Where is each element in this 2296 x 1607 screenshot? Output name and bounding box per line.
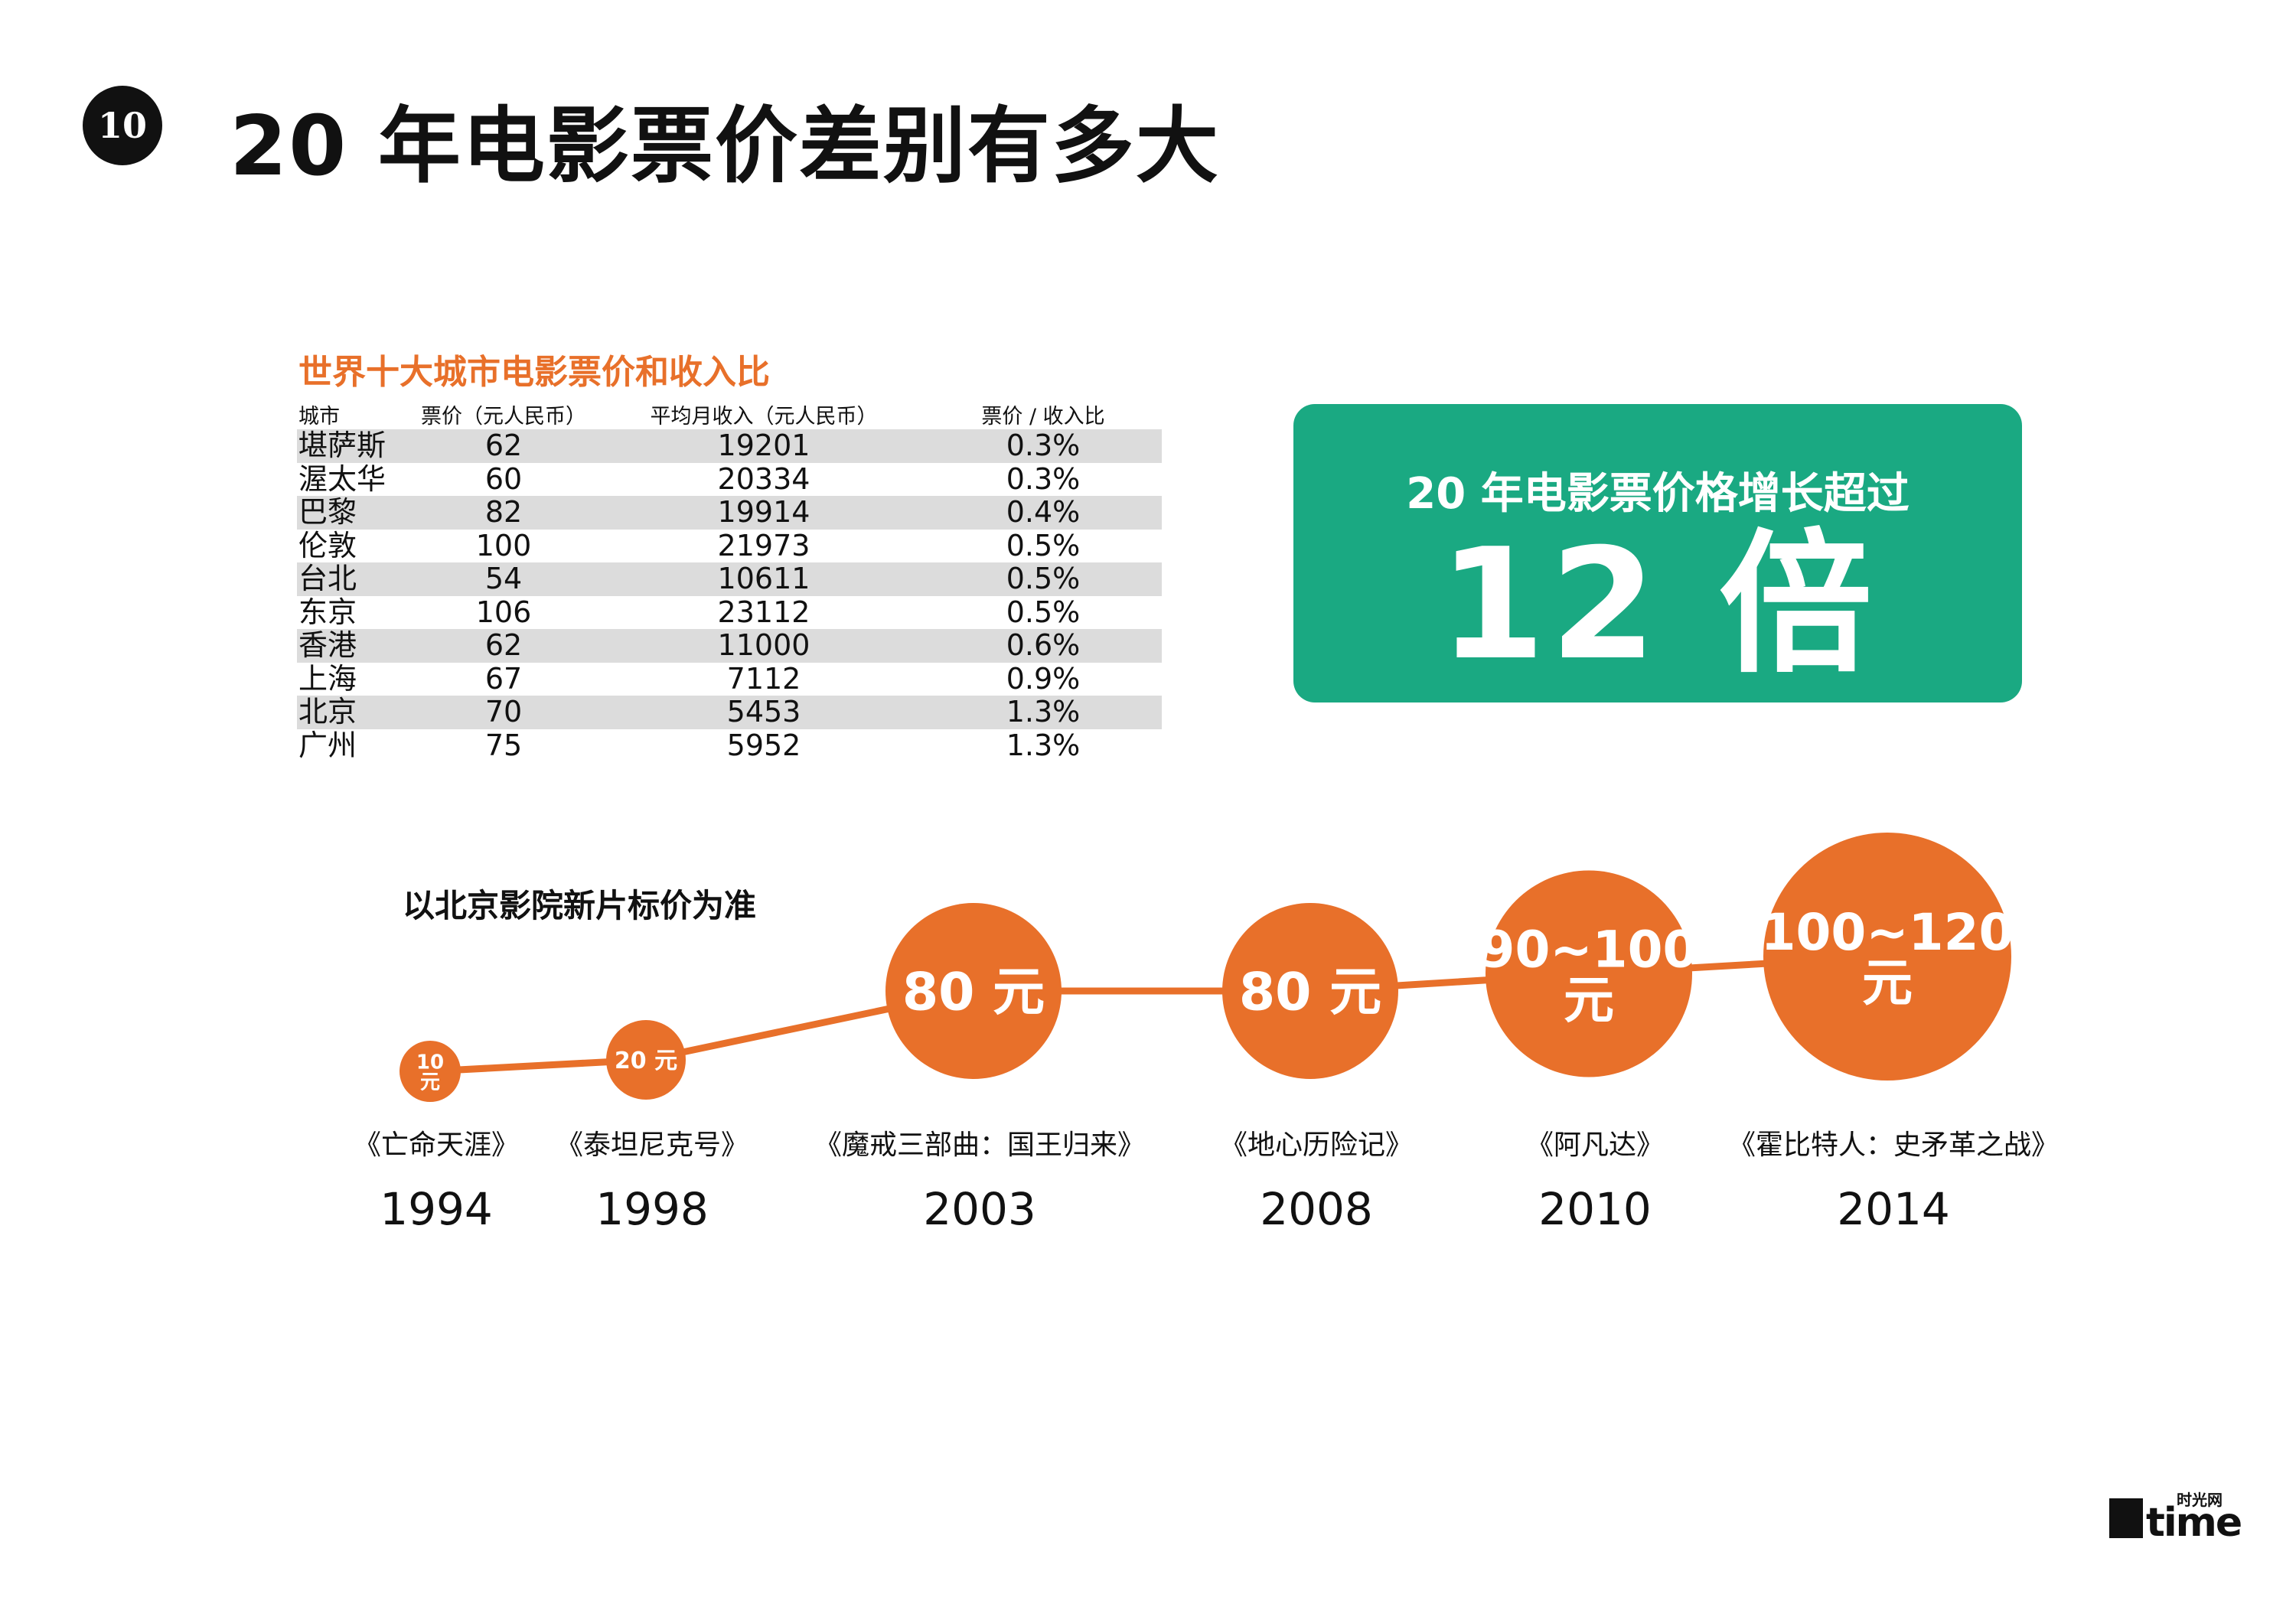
income-cell: 10611 (603, 562, 925, 596)
city-cell: 巴黎 (297, 495, 404, 530)
price-cell: 67 (484, 661, 523, 696)
ratio-cell: 0.3% (1006, 461, 1081, 496)
price-label: 10 (416, 1051, 444, 1074)
year-tick-label: 2014 (1837, 1183, 1950, 1235)
ratio-cell: 1.3% (925, 695, 1162, 729)
logo-small-text: 时光网 (2177, 1491, 2223, 1509)
ratio-cell: 0.5% (1006, 528, 1081, 562)
city-cell: 东京 (298, 595, 357, 629)
income-cell: 5453 (603, 695, 925, 729)
film-title-label: 《地心历险记》 (1220, 1129, 1413, 1161)
price-cell: 106 (475, 595, 532, 629)
price-bubble (1763, 833, 2011, 1081)
ratio-cell: 0.5% (1006, 595, 1081, 629)
table-header-row: 城市 票价（元人民币） 平均月收入（元人民币） 票价 / 收入比 (297, 399, 1162, 429)
price-bubble (606, 1020, 686, 1100)
price-cell: 54 (404, 562, 603, 596)
price-bubble (1222, 903, 1398, 1079)
table-row: 北京 70 5453 1.3% (297, 695, 1162, 729)
film-title-label: 《霍比特人：史矛革之战》 (1728, 1129, 2059, 1161)
table-row: 香港 62 11000 0.6% (297, 628, 1162, 663)
price-label: 元 (1564, 970, 1614, 1029)
highlight-caption: 20 年电影票价格增长超过 (1406, 469, 1910, 519)
price-bubble (885, 903, 1062, 1079)
table-row: 东京 106 23112 0.5% (297, 595, 1162, 630)
city-cell: 香港 (297, 628, 404, 663)
price-cell: 62 (404, 429, 603, 463)
logo-text: time (2146, 1500, 2242, 1546)
income-cell: 20334 (717, 461, 810, 496)
growth-highlight-box: 20 年电影票价格增长超过 12 倍 (1293, 404, 2022, 702)
price-label: 20 元 (615, 1048, 677, 1074)
price-bubble (1486, 870, 1692, 1077)
ratio-cell: 0.5% (925, 562, 1162, 596)
column-header: 票价（元人民币） (421, 405, 586, 429)
logo-mark-icon (2109, 1498, 2143, 1538)
city-price-table: 城市 票价（元人民币） 平均月收入（元人民币） 票价 / 收入比 堪萨斯 62 … (297, 399, 1162, 762)
price-label: 80 元 (1239, 962, 1381, 1022)
year-tick-label: 1994 (380, 1183, 493, 1235)
price-label: 元 (420, 1071, 440, 1094)
price-label: 80 元 (902, 962, 1045, 1022)
year-tick-label: 1998 (595, 1183, 709, 1235)
year-tick-label: 2008 (1260, 1183, 1373, 1235)
ratio-cell: 0.4% (925, 495, 1162, 530)
table-row: 渥太华 60 20334 0.3% (297, 461, 1162, 497)
price-label: 100~120 (1761, 903, 2014, 962)
film-title-label: 《阿凡达》 (1526, 1129, 1664, 1161)
city-cell: 广州 (298, 728, 357, 762)
income-cell: 5952 (726, 728, 801, 762)
income-cell: 7112 (726, 661, 801, 696)
price-cell: 100 (475, 528, 532, 562)
table-row: 伦敦 100 21973 0.5% (297, 528, 1162, 563)
price-cell: 82 (404, 495, 603, 530)
ratio-cell: 0.9% (1006, 661, 1081, 696)
income-cell: 19914 (603, 495, 925, 530)
city-price-table-block: 世界十大城市电影票价和收入比 城市 票价（元人民币） 平均月收入（元人民币） 票… (297, 344, 1162, 762)
price-cell: 60 (484, 461, 523, 496)
price-cell: 62 (404, 628, 603, 663)
film-title-label: 《亡命天涯》 (354, 1129, 519, 1161)
table-row: 台北 54 10611 0.5% (297, 562, 1162, 596)
income-cell: 21973 (717, 528, 810, 562)
price-cell: 75 (484, 728, 523, 762)
income-cell: 23112 (717, 595, 810, 629)
column-header: 平均月收入（元人民币） (650, 405, 878, 429)
price-bubble (400, 1041, 461, 1102)
mtime-logo: 时光网 time (2109, 1488, 2242, 1546)
timeline-title: 以北京影院新片标价为准 (403, 887, 757, 924)
price-label: 元 (1862, 953, 1913, 1012)
city-cell: 堪萨斯 (297, 429, 404, 463)
column-header: 票价 / 收入比 (981, 405, 1105, 429)
city-cell: 伦敦 (298, 528, 357, 562)
year-tick-label: 2003 (923, 1183, 1036, 1235)
price-cell: 70 (404, 695, 603, 729)
ratio-cell: 0.3% (925, 429, 1162, 463)
income-cell: 19201 (603, 429, 925, 463)
city-cell: 渥太华 (298, 461, 386, 496)
ratio-cell: 1.3% (1006, 728, 1081, 762)
ratio-cell: 0.6% (925, 628, 1162, 663)
highlight-multiplier: 12 倍 (1439, 516, 1877, 694)
table-row: 广州 75 5952 1.3% (297, 729, 1162, 763)
income-cell: 11000 (603, 628, 925, 663)
year-tick-label: 2010 (1538, 1183, 1652, 1235)
price-label: 90~100 (1480, 920, 1698, 979)
city-cell: 北京 (297, 695, 404, 729)
city-cell: 上海 (298, 661, 357, 696)
page-title: 20 年电影票价差别有多大 (230, 99, 1220, 194)
film-title-label: 《泰坦尼克号》 (556, 1129, 748, 1161)
table-row: 堪萨斯 62 19201 0.3% (297, 429, 1162, 463)
table-row: 上海 67 7112 0.9% (297, 661, 1162, 696)
film-title-label: 《魔戒三部曲：国王归来》 (814, 1129, 1145, 1161)
city-cell: 台北 (297, 562, 404, 596)
table-title: 世界十大城市电影票价和收入比 (298, 353, 770, 392)
section-number-badge: 10 (83, 86, 162, 165)
table-row: 巴黎 82 19914 0.4% (297, 495, 1162, 530)
column-header: 城市 (298, 405, 340, 429)
